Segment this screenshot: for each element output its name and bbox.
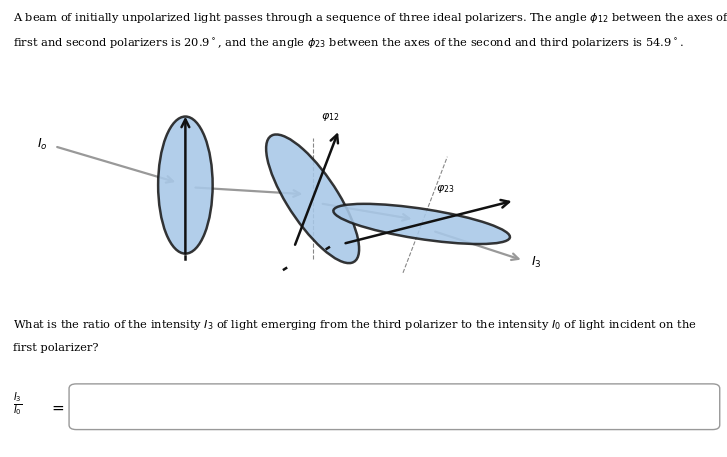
Text: first and second polarizers is 20.9$^\circ$, and the angle $\phi_{23}$ between t: first and second polarizers is 20.9$^\ci… [13, 37, 684, 51]
Text: What is the ratio of the intensity $I_3$ of light emerging from the third polari: What is the ratio of the intensity $I_3$… [13, 318, 696, 332]
FancyBboxPatch shape [69, 384, 720, 430]
Text: $I_o$: $I_o$ [36, 136, 47, 152]
Text: A beam of initially unpolarized light passes through a sequence of three ideal p: A beam of initially unpolarized light pa… [13, 11, 727, 26]
Ellipse shape [158, 117, 212, 254]
Text: first polarizer?: first polarizer? [13, 343, 99, 353]
Text: $\varphi_{12}$: $\varphi_{12}$ [321, 111, 340, 123]
Ellipse shape [334, 204, 510, 244]
Ellipse shape [266, 134, 359, 263]
Text: $\varphi_{23}$: $\varphi_{23}$ [436, 183, 455, 196]
Text: $\frac{I_3}{I_0}$: $\frac{I_3}{I_0}$ [13, 391, 23, 418]
Text: $I_3$: $I_3$ [531, 255, 542, 271]
Text: $=$: $=$ [49, 400, 65, 415]
